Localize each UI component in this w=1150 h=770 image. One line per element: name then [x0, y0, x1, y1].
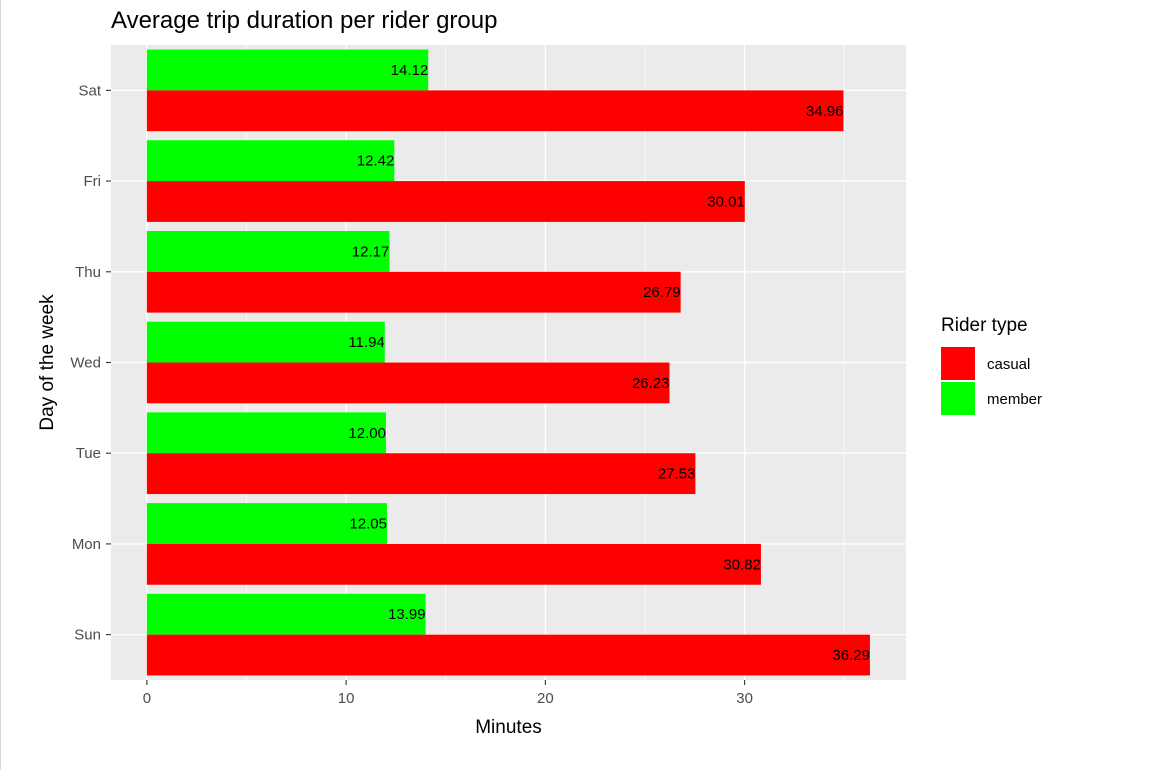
bar-casual-tue: [146, 453, 696, 495]
data-label-member-mon: 12.05: [349, 516, 387, 533]
data-label-member-sat: 14.12: [391, 62, 429, 79]
x-tick-label: 20: [537, 690, 554, 707]
data-label-member-thu: 12.17: [352, 243, 390, 260]
data-label-casual-wed: 26.23: [632, 375, 670, 392]
y-tick-label-fri: Fri: [84, 173, 102, 190]
bar-casual-wed: [146, 362, 670, 404]
bar-member-sun: [146, 593, 426, 635]
bar-member-tue: [146, 412, 386, 454]
bar-member-thu: [146, 230, 390, 272]
y-axis-title: Day of the week: [37, 294, 58, 431]
legend-label-member: member: [987, 391, 1042, 408]
x-axis-title: Minutes: [475, 717, 542, 738]
bar-member-mon: [146, 503, 387, 544]
data-label-member-tue: 12.00: [348, 425, 386, 442]
data-label-casual-tue: 27.53: [658, 466, 696, 483]
y-tick-label-thu: Thu: [75, 264, 101, 281]
data-label-member-wed: 11.94: [348, 334, 384, 351]
data-label-casual-fri: 30.01: [707, 193, 745, 210]
y-tick-label-tue: Tue: [76, 445, 101, 462]
x-tick-label: 10: [338, 690, 355, 707]
bar-casual-thu: [146, 271, 681, 313]
bar-member-fri: [146, 140, 395, 182]
legend-swatch-member: [941, 382, 975, 415]
bar-casual-sun: [146, 634, 870, 676]
x-tick-label: 0: [143, 690, 151, 707]
data-label-casual-sat: 34.96: [806, 103, 844, 120]
bar-member-wed: [146, 321, 385, 363]
data-label-casual-thu: 26.79: [643, 284, 681, 301]
bar-casual-sat: [146, 90, 844, 132]
y-tick-label-wed: Wed: [70, 355, 101, 372]
legend-title: Rider type: [941, 315, 1028, 336]
data-label-member-sun: 13.99: [388, 606, 426, 623]
legend-label-casual: casual: [987, 356, 1030, 373]
y-tick-label-mon: Mon: [72, 536, 101, 553]
y-tick-label-sun: Sun: [74, 627, 101, 644]
x-tick-label: 30: [736, 690, 753, 707]
bar-casual-fri: [146, 181, 745, 222]
y-tick-label-sat: Sat: [78, 82, 101, 99]
bar-casual-mon: [146, 543, 761, 585]
data-label-member-fri: 12.42: [357, 153, 395, 170]
chart-title: Average trip duration per rider group: [111, 7, 498, 34]
data-label-casual-sun: 36.29: [832, 647, 870, 664]
bar-member-sat: [146, 49, 429, 91]
legend-swatch-casual: [941, 347, 975, 380]
data-label-casual-mon: 30.82: [723, 556, 761, 573]
